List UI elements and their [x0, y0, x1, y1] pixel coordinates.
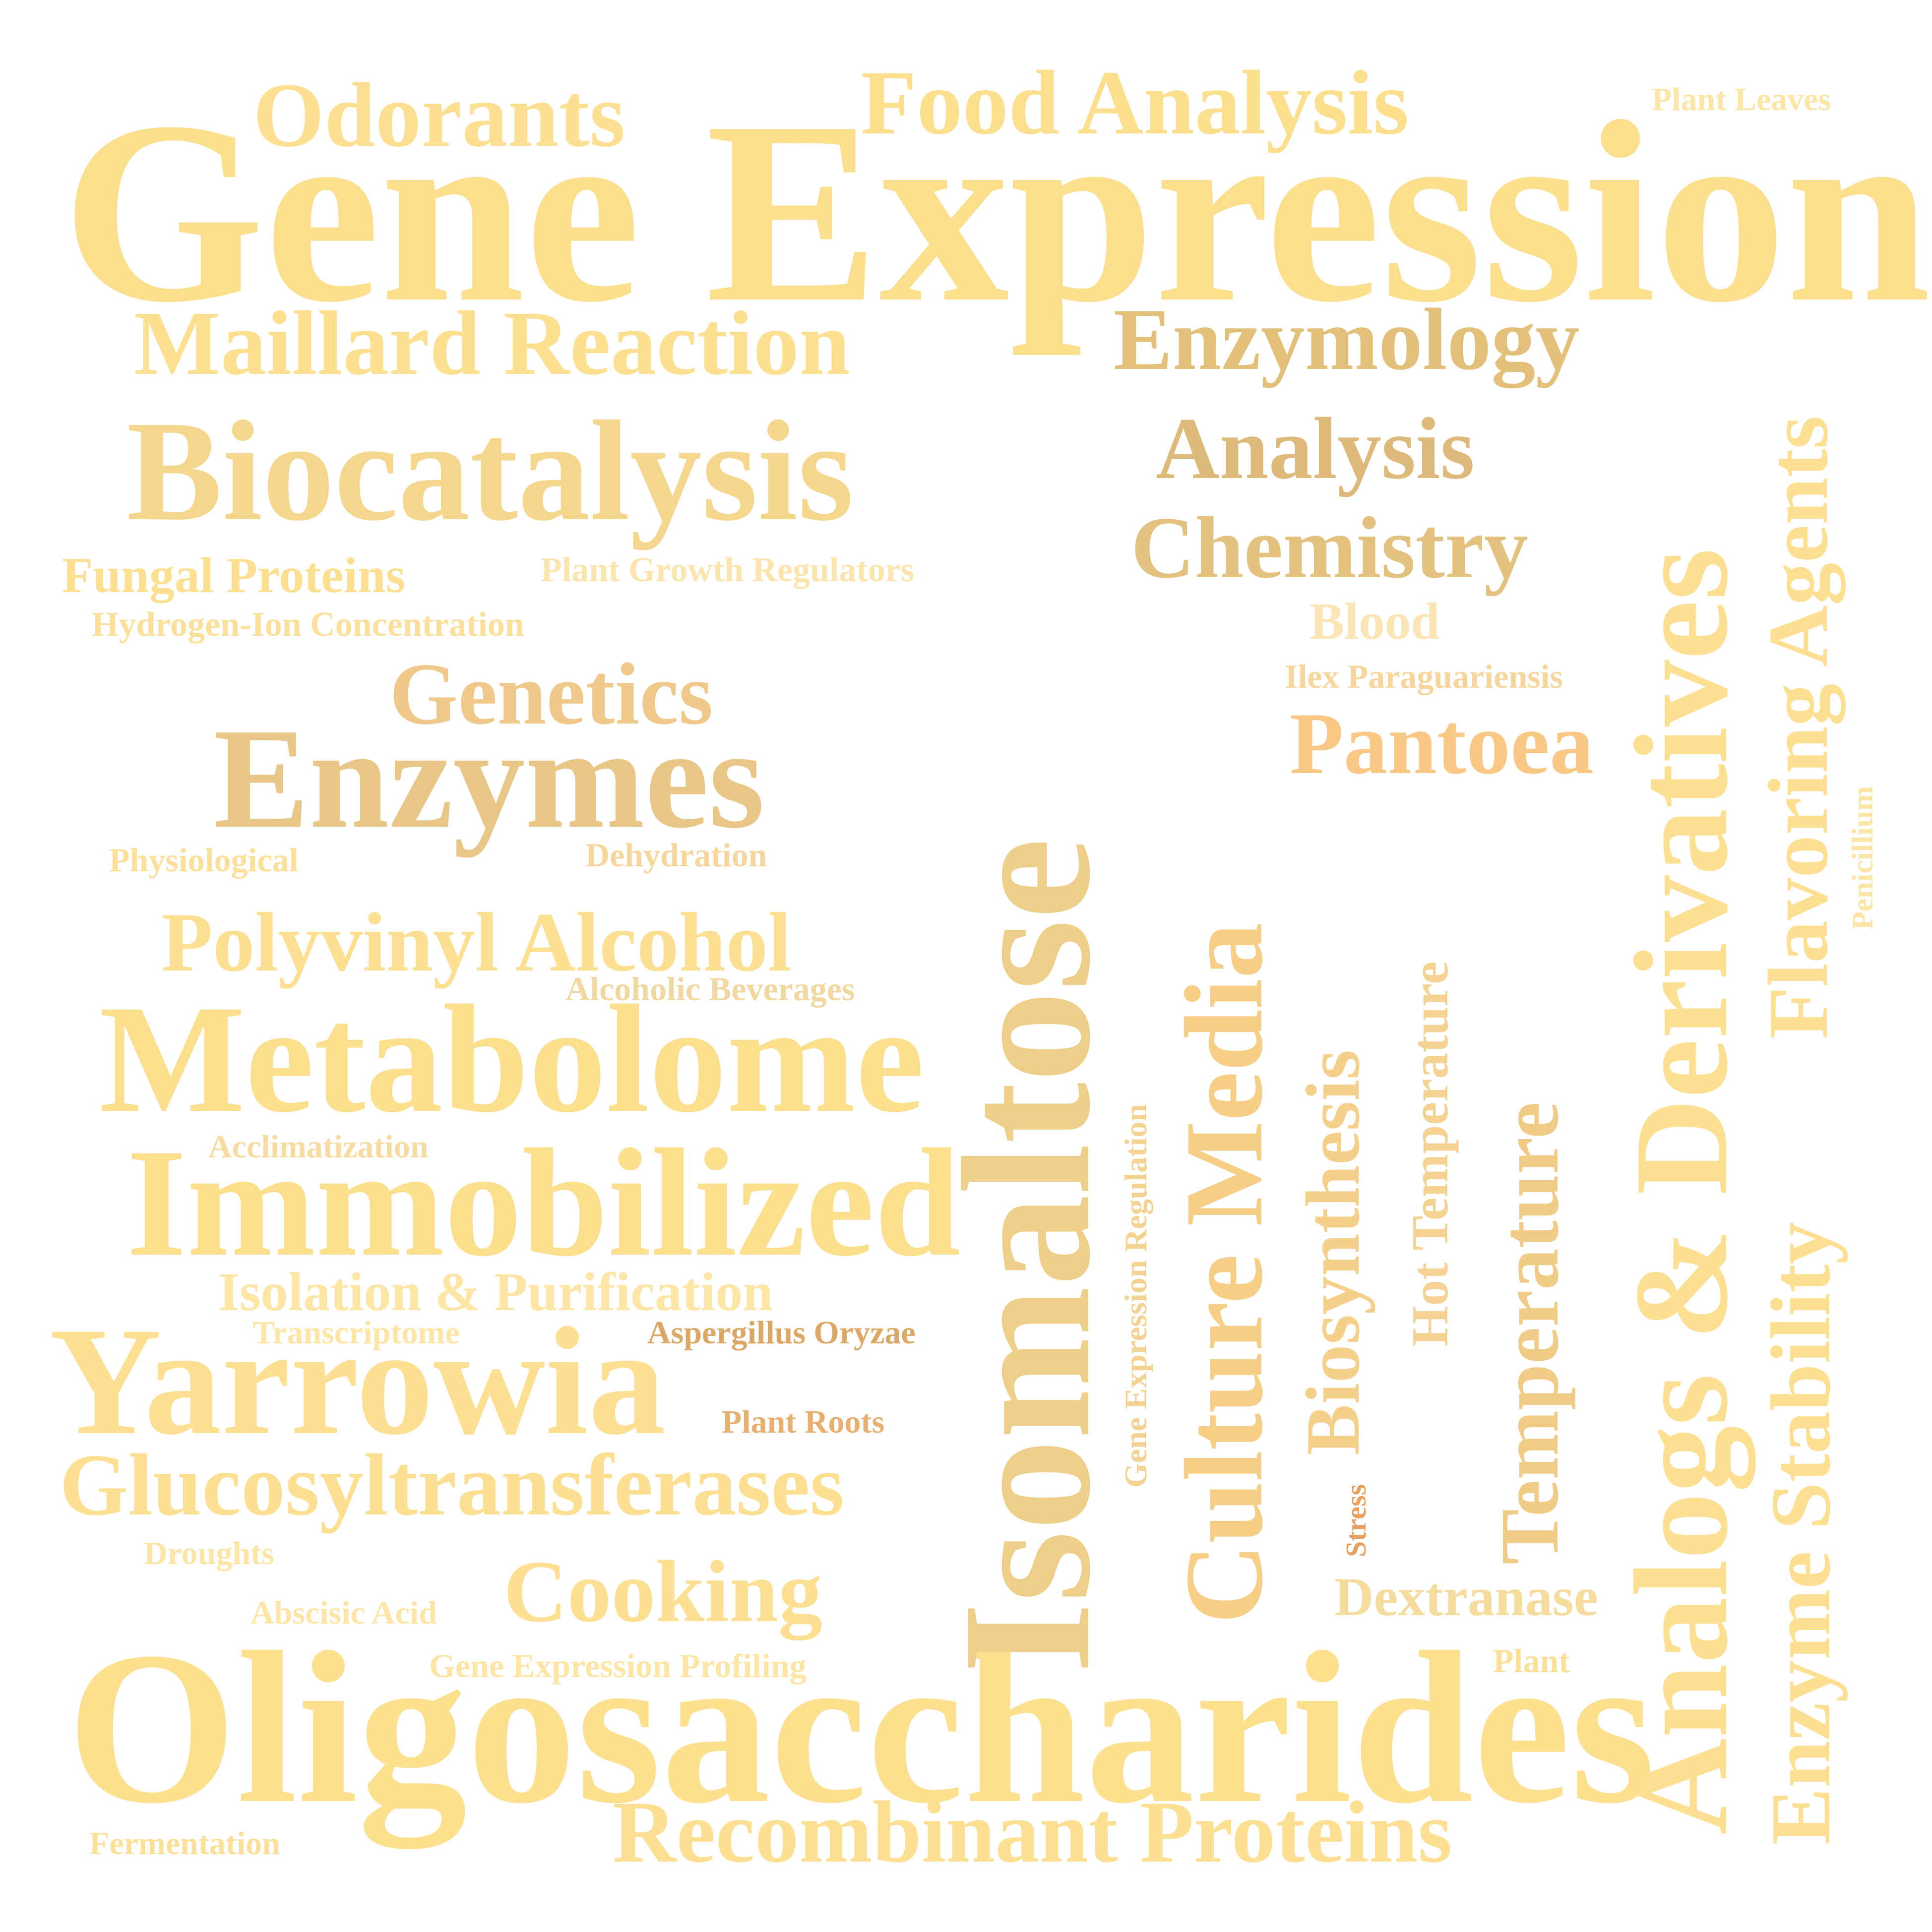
word-food-analysis: Food Analysis [861, 52, 1409, 154]
word-temperature: Temperature [1484, 1101, 1576, 1565]
word-gene-expression: Gene Expression [62, 67, 1931, 356]
word-gene-expression-regulation: Gene Expression Regulation [1118, 1104, 1153, 1488]
word-odorants: Odorants [253, 64, 625, 166]
word-plant-roots: Plant Roots [722, 1404, 885, 1440]
word-metabolome: Metabolome [99, 973, 925, 1145]
word-oligosaccharides: Oligosaccharides [67, 1607, 1656, 1849]
word-polyvinyl-alcohol: Polyvinyl Alcohol [161, 896, 792, 989]
word-ilex-paraguariensis: Ilex Paraguariensis [1285, 658, 1563, 695]
word-chemistry: Chemistry [1131, 498, 1528, 597]
word-recombinant-proteins: Recombinant Proteins [613, 1783, 1452, 1881]
word-fungal-proteins: Fungal Proteins [62, 547, 406, 604]
word-flavoring-agents: Flavoring Agents [1751, 416, 1846, 1039]
word-transcriptome: Transcriptome [253, 1315, 460, 1351]
word-plant-growth-regulators: Plant Growth Regulators [541, 551, 915, 589]
word-fermentation: Fermentation [89, 1825, 280, 1862]
word-cooking: Cooking [503, 1542, 822, 1640]
word-pantoea: Pantoea [1290, 694, 1594, 792]
word-isomaltose: Isomaltose [925, 838, 1128, 1674]
word-isolation-purification: Isolation & Purification [218, 1262, 773, 1322]
word-droughts: Droughts [144, 1535, 274, 1571]
word-immobilized: Immobilized [126, 1117, 961, 1288]
word-plant-leaves: Plant Leaves [1652, 81, 1831, 118]
word-analysis: Analysis [1156, 399, 1475, 497]
word-glucosyltransferases: Glucosyltransferases [60, 1436, 845, 1534]
word-alcoholic-beverages: Alcoholic Beverages [565, 970, 855, 1008]
word-hydrogen-ion-concentration: Hydrogen-Ion Concentration [92, 605, 524, 644]
word-culture-media: Culture Media [1162, 922, 1286, 1625]
word-blood: Blood [1309, 592, 1440, 650]
word-enzymology: Enzymology [1114, 290, 1580, 388]
word-hot-temperature: Hot Temperature [1401, 961, 1459, 1346]
word-dehydration: Dehydration [585, 836, 767, 874]
word-maillard-reaction: Maillard Reaction [134, 293, 850, 394]
word-aspergillus-oryzae: Aspergillus Oryzae [647, 1315, 916, 1351]
word-analogs-derivatives: Analogs & Derivatives [1607, 548, 1755, 1835]
word-acclimatization: Acclimatization [208, 1129, 429, 1165]
word-abscisic-acid: Abscisic Acid [250, 1595, 437, 1631]
word-genetics: Genetics [389, 645, 713, 743]
word-enzyme-stability: Enzyme Stability [1754, 1221, 1848, 1845]
word-yarrowia: Yarrowia [50, 1296, 666, 1467]
word-stress: Stress [1340, 1484, 1372, 1557]
word-dextranase: Dextranase [1334, 1567, 1598, 1627]
word-biocatalysis: Biocatalysis [126, 391, 854, 550]
word-penicillium: Penicillium [1846, 786, 1879, 930]
word-biosynthesis: Biosynthesis [1290, 1049, 1375, 1455]
word-enzymes: Enzymes [213, 699, 765, 858]
word-physiological: Physiological [109, 841, 299, 879]
word-plant: Plant [1493, 1642, 1570, 1680]
word-gene-expression-profiling: Gene Expression Profiling [429, 1647, 807, 1685]
